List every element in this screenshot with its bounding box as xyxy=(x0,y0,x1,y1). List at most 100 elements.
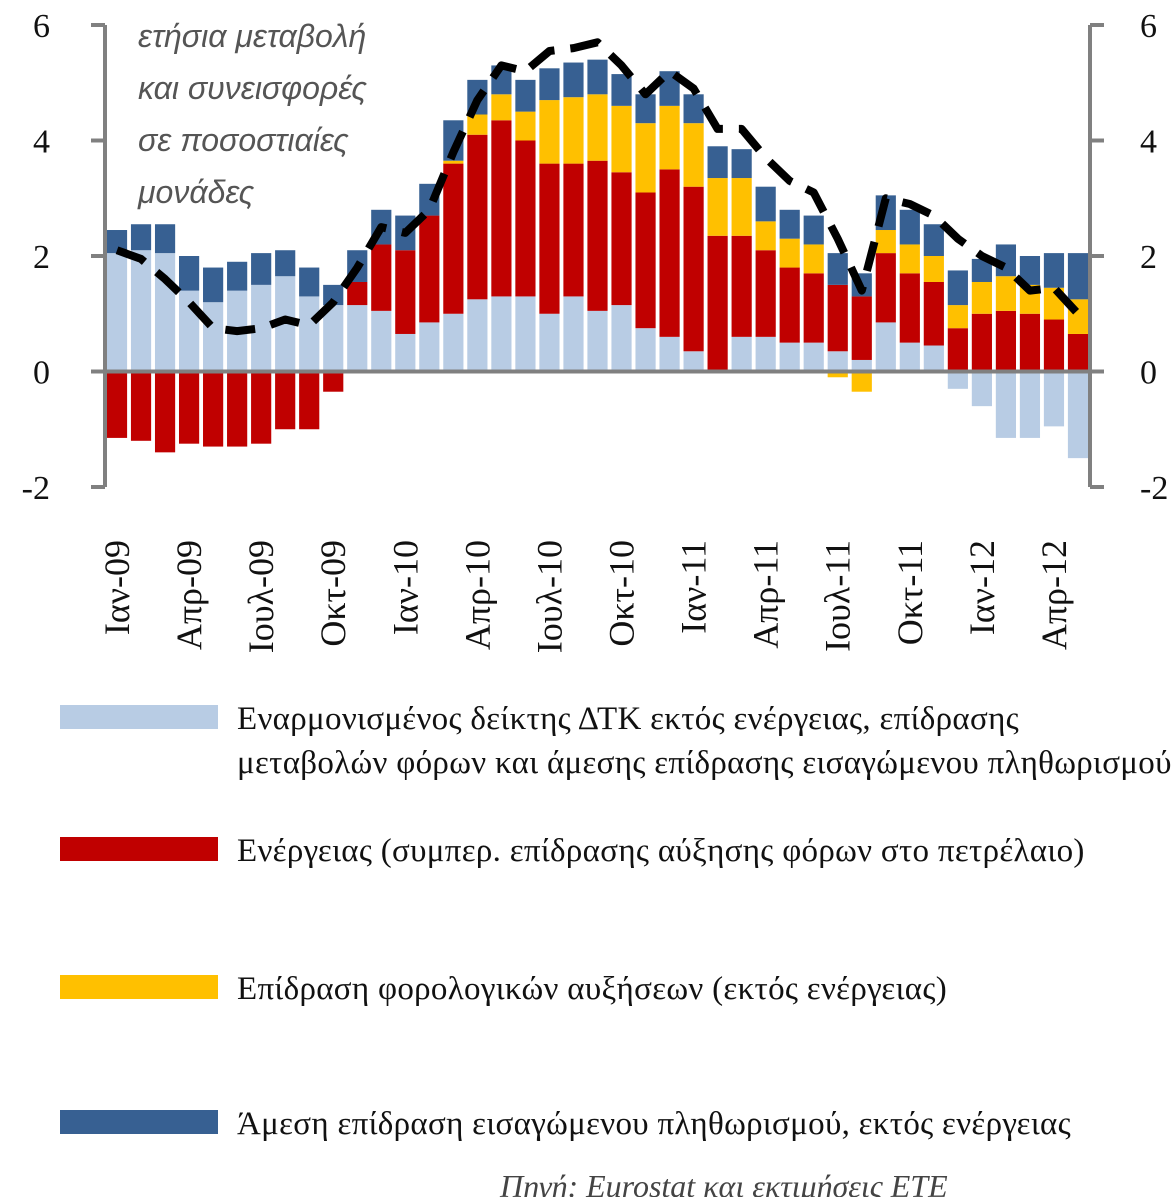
bar-segment xyxy=(443,313,464,372)
bar-segment xyxy=(227,371,248,447)
legend-swatch xyxy=(60,837,218,861)
bar-segment xyxy=(755,186,776,222)
bar-segment xyxy=(803,215,824,245)
bar-segment xyxy=(659,336,680,372)
x-tick-label: Οκτ-10 xyxy=(602,540,642,647)
bar-segment xyxy=(635,328,656,372)
y2-tick-label: 4 xyxy=(1140,124,1157,161)
bar-segment xyxy=(1019,256,1041,285)
bar-segment xyxy=(491,296,512,372)
bar-segment xyxy=(827,351,848,372)
x-tick-label: Ιαν-12 xyxy=(962,540,1002,635)
bar-segment xyxy=(467,299,488,372)
bar-segment xyxy=(371,244,392,311)
bar-segment xyxy=(275,371,296,430)
bar-segment xyxy=(323,284,344,306)
bar-segment xyxy=(683,123,704,187)
y2-tick-label: 0 xyxy=(1140,355,1157,392)
bar-segment xyxy=(154,224,176,254)
bar-segment xyxy=(923,224,944,256)
bar-segment xyxy=(419,215,440,323)
bar-segment xyxy=(899,244,920,274)
bar-segment xyxy=(395,250,416,334)
y2-tick-label: 2 xyxy=(1140,239,1157,276)
bar-segment xyxy=(851,371,872,392)
x-tick-label: Ιαν-09 xyxy=(97,540,137,635)
bar-segment xyxy=(178,256,200,291)
x-tick-label: Ιουλ-10 xyxy=(529,540,569,653)
bar-segment xyxy=(299,371,320,430)
bar-segment xyxy=(827,284,848,352)
legend-label: Άμεση επίδραση εισαγώμενου πληθωρισμού, … xyxy=(237,1106,1071,1142)
bar-segment xyxy=(803,273,824,343)
bar-segment xyxy=(875,322,896,372)
line-series xyxy=(115,38,1081,336)
bar-segment xyxy=(491,94,512,121)
bar-segment xyxy=(611,74,632,106)
bar-segment xyxy=(659,169,680,337)
bar-segment xyxy=(1067,371,1089,459)
y-tick-label: 2 xyxy=(33,239,50,276)
bar-segment xyxy=(227,261,248,291)
legend-label: Εναρμονισμένος δείκτης ΔΤΚ εκτός ενέργει… xyxy=(237,701,1172,781)
bar-segment xyxy=(563,97,584,164)
annotation: ετήσια μεταβολή xyxy=(138,18,366,54)
bar-segment xyxy=(587,310,608,372)
bar-segment xyxy=(635,123,656,193)
bar-segment xyxy=(563,163,584,297)
y-tick-label: 6 xyxy=(33,8,50,45)
bar-segment xyxy=(659,71,680,106)
bar-segment xyxy=(923,281,944,346)
bar-segment xyxy=(106,230,128,254)
bar-segment xyxy=(130,250,152,372)
bar-segment xyxy=(251,253,272,285)
bar-segment xyxy=(779,267,800,343)
bar-segment xyxy=(515,296,536,372)
bar-segment xyxy=(515,140,536,297)
bar-segment xyxy=(755,221,776,251)
bar-segment xyxy=(779,209,800,239)
bar-segment xyxy=(611,172,632,306)
bar-segment xyxy=(923,345,944,372)
bar-segment xyxy=(563,296,584,372)
bar-segment xyxy=(683,186,704,352)
chart: -2 0 2 4 6 -2 0 2 4 6 Ιαν-09 Απρ-09 Ιουλ-09 Οκτ-09 Ιαν… xyxy=(22,8,1169,653)
bar-segment xyxy=(971,313,992,372)
bar-segment xyxy=(178,371,200,444)
legend-swatch xyxy=(60,1110,218,1134)
bar-segment xyxy=(875,230,896,254)
bar-segment xyxy=(395,333,416,372)
bar-segment xyxy=(539,163,560,314)
bar-segment xyxy=(154,371,176,453)
bar-segment xyxy=(899,342,920,372)
x-tick-label: Ιαν-10 xyxy=(385,540,425,635)
source-note: Πηγή: Eurostat και εκτιμήσεις ΕΤΕ xyxy=(500,1168,948,1197)
bar-segment xyxy=(995,310,1017,372)
bar-segment xyxy=(1019,313,1041,372)
bar-segment xyxy=(995,371,1017,438)
bar-segment xyxy=(299,296,320,372)
bar-segment xyxy=(731,149,752,179)
x-tick-label: Ιουλ-11 xyxy=(818,540,858,652)
bar-segment xyxy=(323,371,344,392)
bar-segment xyxy=(203,302,224,372)
bar-segment xyxy=(539,313,560,372)
bar-segment xyxy=(178,290,200,372)
x-tick-label: Οκτ-11 xyxy=(890,540,930,645)
bar-segment xyxy=(203,267,224,303)
legend-label: Ενέργειας (συμπερ. επίδρασης αύξησης φόρ… xyxy=(237,833,1085,869)
bar-segment xyxy=(130,224,152,251)
bar-segment xyxy=(515,79,536,112)
bar-segment xyxy=(827,371,848,378)
bar-segment xyxy=(1067,253,1089,300)
bar-segment xyxy=(707,146,728,179)
bar-segment xyxy=(443,160,464,164)
y2-tick-label: -2 xyxy=(1140,470,1168,507)
bar-segment xyxy=(899,209,920,245)
bar-segment xyxy=(106,371,128,438)
bar-segment xyxy=(995,276,1017,311)
y-tick-label: 0 xyxy=(33,355,50,392)
bar-segment xyxy=(875,253,896,323)
bar-segment xyxy=(1043,253,1065,288)
bar-segment xyxy=(707,178,728,236)
